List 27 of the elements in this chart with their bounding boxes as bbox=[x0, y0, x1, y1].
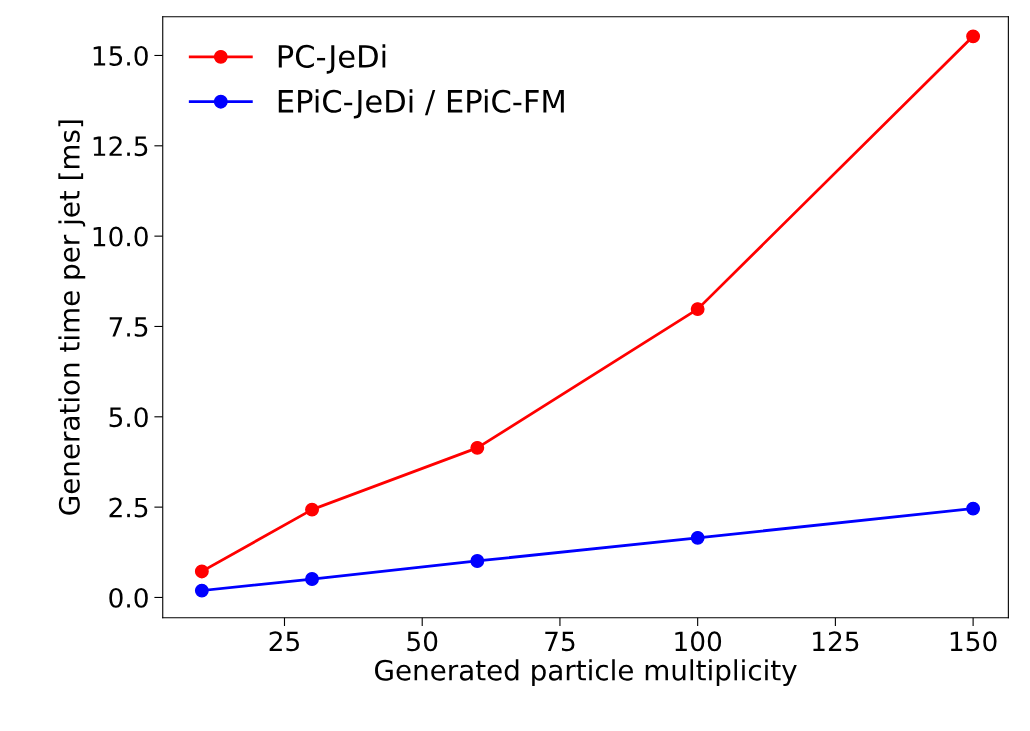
x-tick-label: 150 bbox=[950, 631, 997, 652]
legend-label: EPiC-JeDi / EPiC-FM bbox=[278, 89, 564, 119]
point bbox=[470, 554, 485, 568]
point bbox=[305, 572, 319, 586]
x-tick-label: 75 bbox=[545, 631, 575, 652]
point bbox=[470, 440, 485, 455]
x-tick-label: 25 bbox=[269, 631, 299, 652]
x-tick-label: 125 bbox=[813, 631, 859, 652]
y-axis-title: Generation time per jet [ms] bbox=[58, 120, 86, 515]
y-tick-label: 2.5 bbox=[109, 497, 148, 518]
y-tick-label: 7.5 bbox=[109, 317, 148, 337]
point bbox=[690, 530, 705, 545]
x-axis-title: Generated particle multiplicity bbox=[375, 659, 797, 687]
x-tick-label: 50 bbox=[407, 631, 438, 652]
y-tick-label: 0.0 bbox=[109, 587, 148, 608]
point bbox=[690, 302, 705, 317]
point bbox=[966, 501, 981, 516]
y-tick-label: 10.0 bbox=[93, 226, 148, 247]
y-tick-label: 12.5 bbox=[93, 136, 148, 157]
point bbox=[194, 583, 209, 598]
legend-label: PC-JeDi bbox=[278, 44, 386, 74]
point bbox=[305, 502, 319, 517]
x-tick-label: 100 bbox=[675, 631, 722, 652]
point bbox=[194, 564, 209, 579]
y-tick-label: 15.0 bbox=[93, 45, 148, 66]
y-tick-label: 5.0 bbox=[109, 407, 148, 428]
point bbox=[966, 29, 981, 44]
